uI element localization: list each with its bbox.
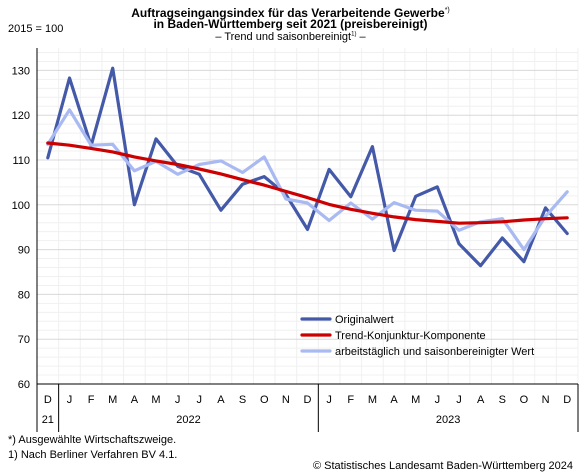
- legend-label-0: Originalwert: [335, 314, 394, 326]
- x-tick-label: N: [542, 394, 550, 406]
- x-axis: D J F M A M J J A S O N D J F M A M J J A S O N D21 2022 2023: [37, 383, 579, 432]
- series-line-1: [46, 141, 569, 225]
- chart-subtitle: – Trend und saisonbereinigt1) –: [215, 31, 366, 43]
- x-tick-label: F: [88, 394, 95, 406]
- x-tick-label: S: [499, 394, 506, 406]
- x-tick-label: J: [456, 394, 462, 406]
- x-tick-label: J: [67, 394, 73, 406]
- y-tick-label: 70: [18, 334, 30, 346]
- legend-label-1: Trend-Konjunktur-Komponente: [335, 330, 486, 342]
- series-line-0: [46, 66, 569, 268]
- y-tick-label: 100: [12, 200, 30, 212]
- x-tick-label: J: [175, 394, 181, 406]
- y-tick-label: 90: [18, 245, 30, 257]
- chart-title-line2: in Baden-Württemberg seit 2021 (preisber…: [153, 17, 428, 31]
- y-tick-label: 80: [18, 289, 30, 301]
- x-tick-label: N: [282, 394, 290, 406]
- index-base-label: 2015 = 100: [8, 23, 64, 35]
- x-tick-label: M: [108, 394, 117, 406]
- x-tick-label: A: [477, 394, 485, 406]
- y-axis: 60 70 80 90 100 110 120 130: [12, 48, 38, 432]
- chart-title-line1: Auftragseingangsindex für das Verarbeite…: [131, 6, 450, 20]
- source-note: © Statistisches Landesamt Baden-Württemb…: [312, 460, 573, 472]
- x-tick-label: J: [435, 394, 441, 406]
- x-tick-label: A: [217, 394, 225, 406]
- x-tick-label: M: [368, 394, 377, 406]
- y-tick-label: 120: [12, 110, 30, 122]
- y-tick-label: 130: [12, 65, 30, 77]
- chart-series: [46, 66, 569, 268]
- x-tick-label: D: [304, 394, 312, 406]
- x-tick-label: A: [131, 394, 139, 406]
- year-label: 2022: [176, 414, 200, 426]
- x-tick-label: O: [260, 394, 269, 406]
- footnote-2: 1) Nach Berliner Verfahren BV 4.1.: [8, 449, 178, 461]
- x-tick-label: S: [239, 394, 246, 406]
- y-tick-label: 110: [12, 155, 30, 167]
- x-tick-label: J: [326, 394, 332, 406]
- year-label: 21: [42, 414, 54, 426]
- x-tick-label: M: [411, 394, 420, 406]
- x-tick-label: D: [44, 394, 52, 406]
- x-tick-label: D: [563, 394, 571, 406]
- x-tick-label: A: [390, 394, 398, 406]
- year-label: 2023: [436, 414, 460, 426]
- x-tick-label: M: [151, 394, 160, 406]
- legend-label-2: arbeitstäglich und saisonbereinigter Wer…: [335, 346, 534, 358]
- x-tick-label: O: [520, 394, 529, 406]
- x-tick-label: J: [197, 394, 203, 406]
- chart-legend: Originalwert Trend-Konjunktur-Komponente a…: [300, 314, 534, 358]
- x-tick-label: F: [347, 394, 354, 406]
- footnote-1: *) Ausgewählte Wirtschaftszweige.: [8, 434, 177, 446]
- y-tick-label: 60: [18, 379, 30, 391]
